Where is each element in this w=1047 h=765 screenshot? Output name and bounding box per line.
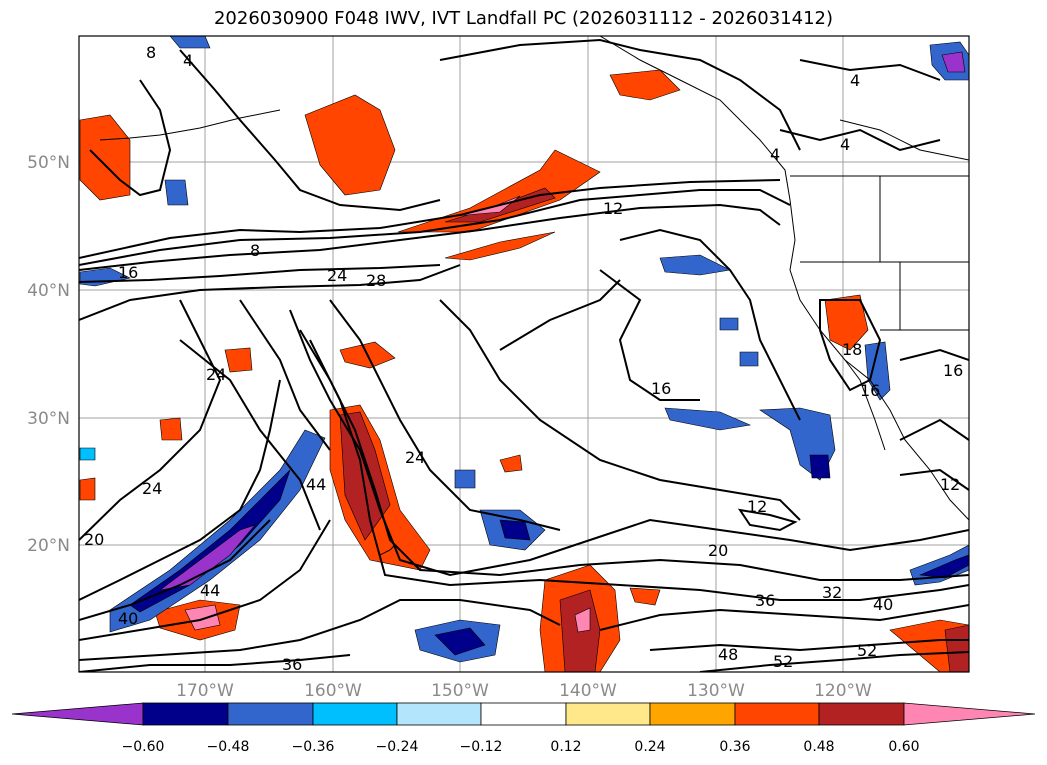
lon-label: 160°W [304, 681, 362, 701]
contour-labels: 8 4 12 8 16 24 28 24 16 24 20 24 44 12 2… [84, 43, 963, 674]
colorbar-segment [565, 702, 651, 726]
contour-label: 36 [755, 591, 775, 610]
contour-label: 16 [118, 263, 138, 282]
contour-label: 4 [770, 145, 780, 164]
colorbar-label: −0.36 [292, 739, 335, 755]
contour-label: 36 [282, 655, 302, 674]
contour-label: 52 [857, 641, 877, 660]
colorbar-segment [818, 702, 905, 726]
positive-anomaly-fill [79, 69, 969, 672]
contour-label: 18 [842, 340, 862, 359]
contour-label: 8 [146, 43, 156, 62]
longitude-labels: 170°W 160°W 150°W 140°W 130°W 120°W [176, 681, 872, 701]
map-frame [78, 35, 970, 673]
contour-label: 4 [850, 71, 860, 90]
lon-label: 140°W [559, 681, 617, 701]
colorbar-segment [142, 702, 229, 726]
contour-label: 40 [873, 595, 893, 614]
contour-label: 16 [651, 379, 671, 398]
contour-label: 12 [940, 475, 960, 494]
contour-label: 20 [708, 541, 728, 560]
colorbar-label: −0.48 [207, 739, 250, 755]
map-content: 8 4 12 8 16 24 28 24 16 24 20 24 44 12 2… [79, 36, 969, 674]
map-title: 2026030900 F048 IWV, IVT Landfall PC (20… [213, 8, 834, 29]
contour-label: 4 [183, 51, 193, 70]
lon-label: 150°W [431, 681, 489, 701]
coastlines [99, 36, 969, 556]
contour-label: 20 [84, 530, 104, 549]
colorbar-label: 0.60 [888, 739, 919, 755]
colorbar: −0.60 −0.48 −0.36 −0.24 −0.12 0.12 0.24 … [11, 702, 1036, 755]
contour-label: 48 [718, 645, 738, 664]
colorbar-segment [227, 702, 314, 726]
lat-label: 30°N [27, 409, 70, 429]
colorbar-segment [312, 702, 398, 726]
latitude-labels: 50°N 40°N 30°N 20°N [27, 153, 70, 556]
lat-label: 50°N [27, 153, 70, 173]
contour-label: 40 [118, 609, 138, 628]
contour-label: 12 [603, 199, 623, 218]
contour-label: 4 [840, 135, 850, 154]
contour-label: 16 [943, 361, 963, 380]
contour-label: 12 [747, 497, 767, 516]
contour-label: 24 [142, 479, 162, 498]
colorbar-segment [734, 702, 820, 726]
colorbar-label: 0.24 [634, 739, 665, 755]
colorbar-label: −0.24 [376, 739, 419, 755]
contour-label: 44 [200, 581, 220, 600]
contour-label: 44 [306, 475, 326, 494]
colorbar-segment [480, 702, 567, 726]
colorbar-segment [649, 702, 736, 726]
lat-label: 20°N [27, 536, 70, 556]
contour-label: 24 [405, 448, 425, 467]
contour-label: 32 [822, 583, 842, 602]
lat-label: 40°N [27, 281, 70, 301]
lon-label: 130°W [687, 681, 745, 701]
colorbar-label: 0.36 [719, 739, 750, 755]
colorbar-segment [396, 702, 482, 726]
colorbar-extend-low [11, 702, 144, 726]
colorbar-label: −0.60 [122, 739, 165, 755]
colorbar-extend-high [903, 702, 1036, 726]
colorbar-label: 0.12 [550, 739, 581, 755]
lon-label: 120°W [814, 681, 872, 701]
negative-anomaly-fill [79, 36, 969, 663]
contour-label: 28 [366, 271, 386, 290]
colorbar-label: 0.48 [803, 739, 834, 755]
contour-label: 8 [250, 241, 260, 260]
contour-label: 16 [860, 381, 880, 400]
iwv-contours [79, 38, 969, 672]
contour-label: 24 [327, 266, 347, 285]
contour-label: 24 [206, 365, 226, 384]
colorbar-label: −0.12 [460, 739, 503, 755]
lon-label: 170°W [176, 681, 234, 701]
contour-label: 52 [773, 652, 793, 671]
